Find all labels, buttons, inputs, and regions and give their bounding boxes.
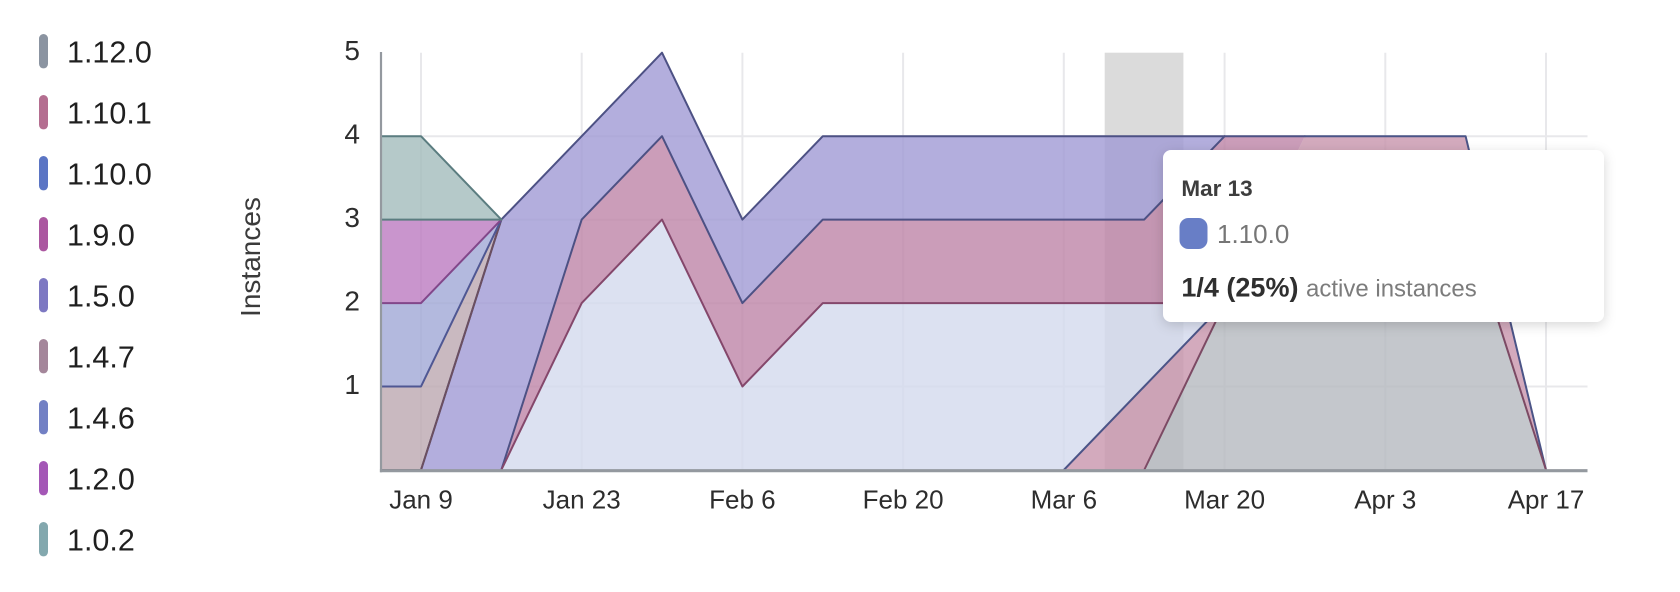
svg-text:Feb 20: Feb 20 [863, 485, 944, 515]
svg-text:1.9.0: 1.9.0 [67, 219, 135, 253]
svg-text:Instances: Instances [235, 197, 266, 317]
svg-text:Mar 20: Mar 20 [1184, 485, 1265, 515]
svg-text:1.10.0: 1.10.0 [67, 158, 152, 192]
svg-text:3: 3 [344, 202, 360, 233]
svg-text:1.4.6: 1.4.6 [67, 402, 135, 436]
svg-text:5: 5 [344, 35, 360, 66]
svg-text:1: 1 [344, 369, 360, 400]
svg-text:active instances: active instances [1306, 275, 1477, 302]
svg-text:1/4 (25%): 1/4 (25%) [1181, 272, 1298, 302]
svg-text:4: 4 [344, 119, 360, 150]
svg-text:Apr 17: Apr 17 [1508, 485, 1585, 515]
svg-text:Mar 6: Mar 6 [1031, 485, 1097, 515]
svg-text:1.5.0: 1.5.0 [67, 280, 135, 314]
svg-text:1.10.0: 1.10.0 [1217, 219, 1289, 249]
svg-text:1.2.0: 1.2.0 [67, 463, 135, 497]
svg-text:1.12.0: 1.12.0 [67, 36, 152, 70]
svg-text:Jan 23: Jan 23 [543, 485, 621, 515]
svg-text:Mar 13: Mar 13 [1181, 176, 1252, 201]
svg-text:1.10.1: 1.10.1 [67, 97, 152, 131]
svg-text:2: 2 [344, 286, 360, 317]
svg-text:Apr 3: Apr 3 [1354, 485, 1416, 515]
svg-text:Jan 9: Jan 9 [389, 485, 453, 515]
svg-text:Feb 6: Feb 6 [709, 485, 776, 515]
svg-text:1.0.2: 1.0.2 [67, 524, 135, 558]
svg-text:1.4.7: 1.4.7 [67, 341, 135, 375]
